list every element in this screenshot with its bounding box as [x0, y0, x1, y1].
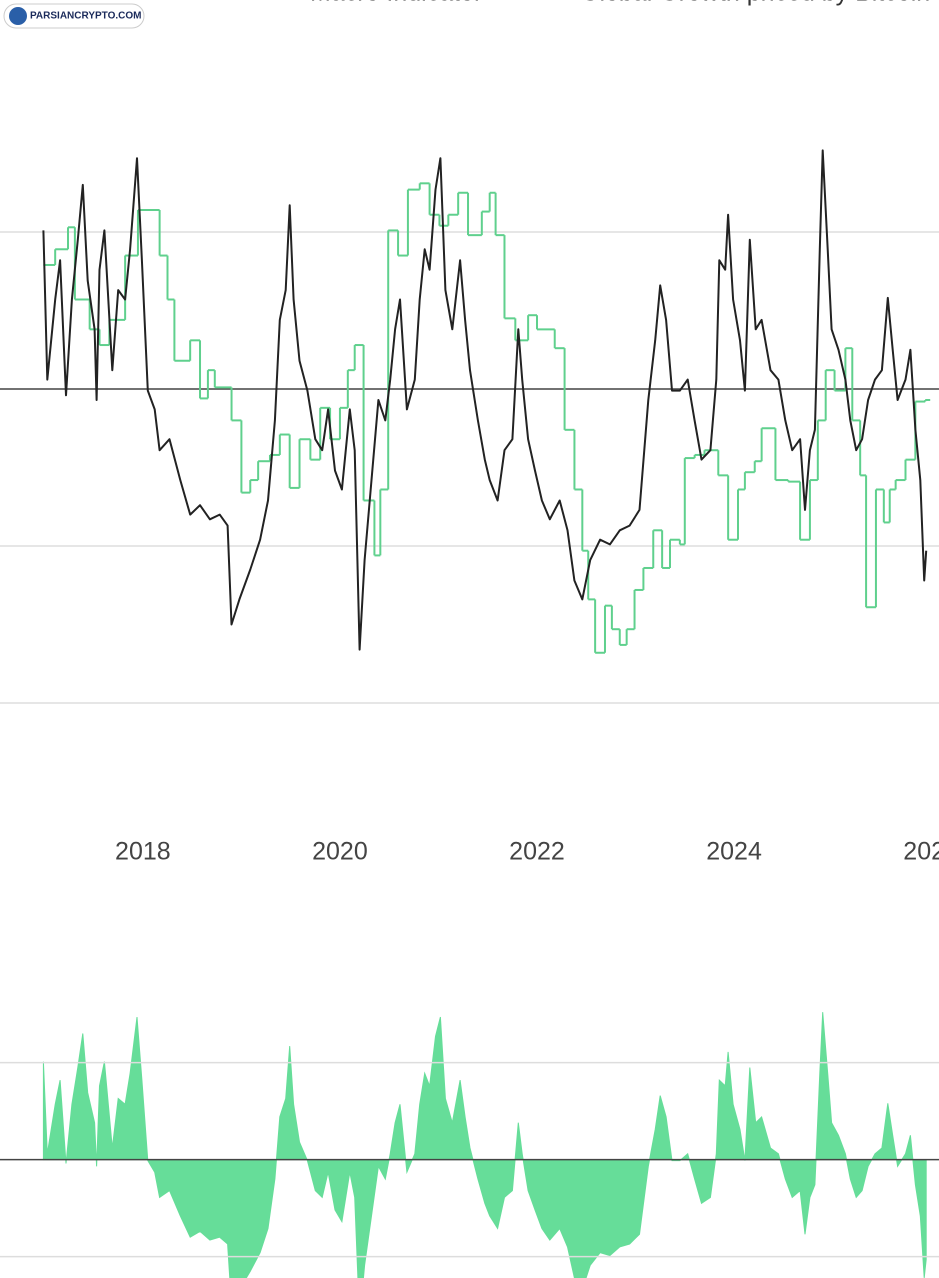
- watermark-text: PARSIANCRYPTO.COM: [30, 11, 142, 22]
- watermark: PARSIANCRYPTO.COM: [3, 3, 145, 29]
- area: [42, 1012, 927, 1278]
- watermark-logo: [9, 7, 27, 25]
- x-tick-label: 2024: [706, 838, 762, 866]
- x-tick-label: 2022: [509, 838, 565, 866]
- x-tick-label: 2026: [903, 838, 939, 866]
- legend-label: Global Growth priced by Bitcoin: [580, 0, 930, 7]
- legend-label: Macro Indicator: [310, 0, 482, 7]
- watermark-badge: [3, 3, 145, 29]
- x-tick-label: 2018: [115, 838, 171, 866]
- series-line: [42, 149, 928, 651]
- x-tick-label: 2020: [312, 838, 368, 866]
